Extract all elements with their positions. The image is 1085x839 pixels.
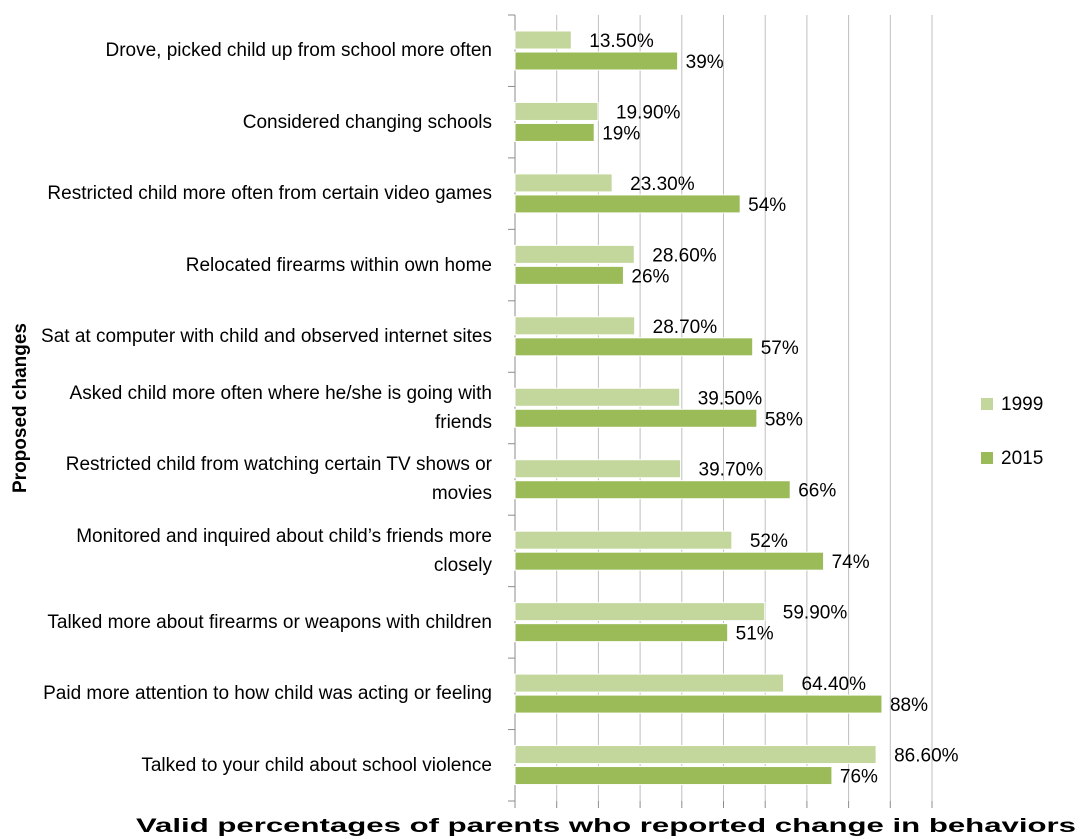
category-label: Monitored and inquired about child’s fri…	[76, 525, 492, 576]
bar	[514, 337, 754, 357]
data-label: 39.50%	[698, 388, 763, 409]
bar	[514, 316, 636, 336]
category-label: Paid more attention to how child was act…	[43, 683, 492, 705]
data-label: 26%	[631, 266, 669, 287]
bar	[514, 623, 729, 643]
bar	[514, 101, 599, 121]
data-label: 64.40%	[802, 674, 867, 695]
bar	[514, 673, 785, 693]
bar	[514, 602, 766, 622]
data-label: 28.70%	[653, 317, 718, 338]
bar	[514, 694, 883, 714]
bar	[514, 766, 833, 786]
category-label: Drove, picked child up from school more …	[105, 40, 492, 62]
data-label: 19%	[602, 123, 640, 144]
bar	[514, 551, 825, 571]
y-axis-label: Proposed changes	[10, 323, 31, 493]
bar	[514, 122, 595, 142]
legend-label: 2015	[1001, 448, 1043, 469]
legend-label: 1999	[1001, 394, 1043, 415]
data-label: 66%	[798, 481, 836, 502]
data-label: 76%	[840, 767, 878, 788]
data-label: 57%	[761, 338, 799, 359]
bar	[514, 173, 613, 193]
bar	[514, 387, 681, 407]
data-label: 74%	[832, 552, 870, 573]
data-label: 59.90%	[783, 603, 848, 624]
category-label: Talked more about firearms or weapons wi…	[47, 611, 492, 633]
data-label: 52%	[750, 531, 788, 552]
legend-swatch	[981, 452, 993, 464]
data-label: 39.70%	[699, 460, 764, 481]
data-label: 88%	[890, 695, 928, 716]
x-axis-label: Valid percentages of parents who reporte…	[136, 816, 1076, 837]
bar	[514, 51, 679, 71]
category-label: Relocated firearms within own home	[185, 254, 492, 276]
data-label: 54%	[748, 195, 786, 216]
bar	[514, 480, 791, 500]
bar	[514, 265, 624, 285]
data-label: 58%	[765, 409, 803, 430]
category-label: Talked to your child about school violen…	[141, 754, 492, 776]
category-label: Asked child more often where he/she is g…	[69, 382, 492, 433]
category-label: Sat at computer with child and observed …	[41, 326, 492, 348]
bar	[514, 459, 682, 479]
data-label: 51%	[736, 624, 774, 645]
data-label: 23.30%	[630, 174, 695, 195]
bar	[514, 745, 877, 765]
bar	[514, 30, 572, 50]
bar	[514, 530, 733, 550]
data-label: 13.50%	[589, 31, 654, 52]
category-label: Restricted child more often from certain…	[47, 183, 492, 205]
data-label: 39%	[686, 52, 724, 73]
category-label: Restricted child from watching certain T…	[65, 454, 492, 505]
legend-swatch	[981, 398, 993, 410]
data-label: 86.60%	[894, 746, 959, 767]
bar	[514, 194, 741, 214]
category-label: Considered changing schools	[242, 111, 492, 133]
data-label: 19.90%	[616, 102, 681, 123]
data-label: 28.60%	[652, 245, 717, 266]
bar	[514, 408, 758, 428]
bar	[514, 244, 635, 264]
